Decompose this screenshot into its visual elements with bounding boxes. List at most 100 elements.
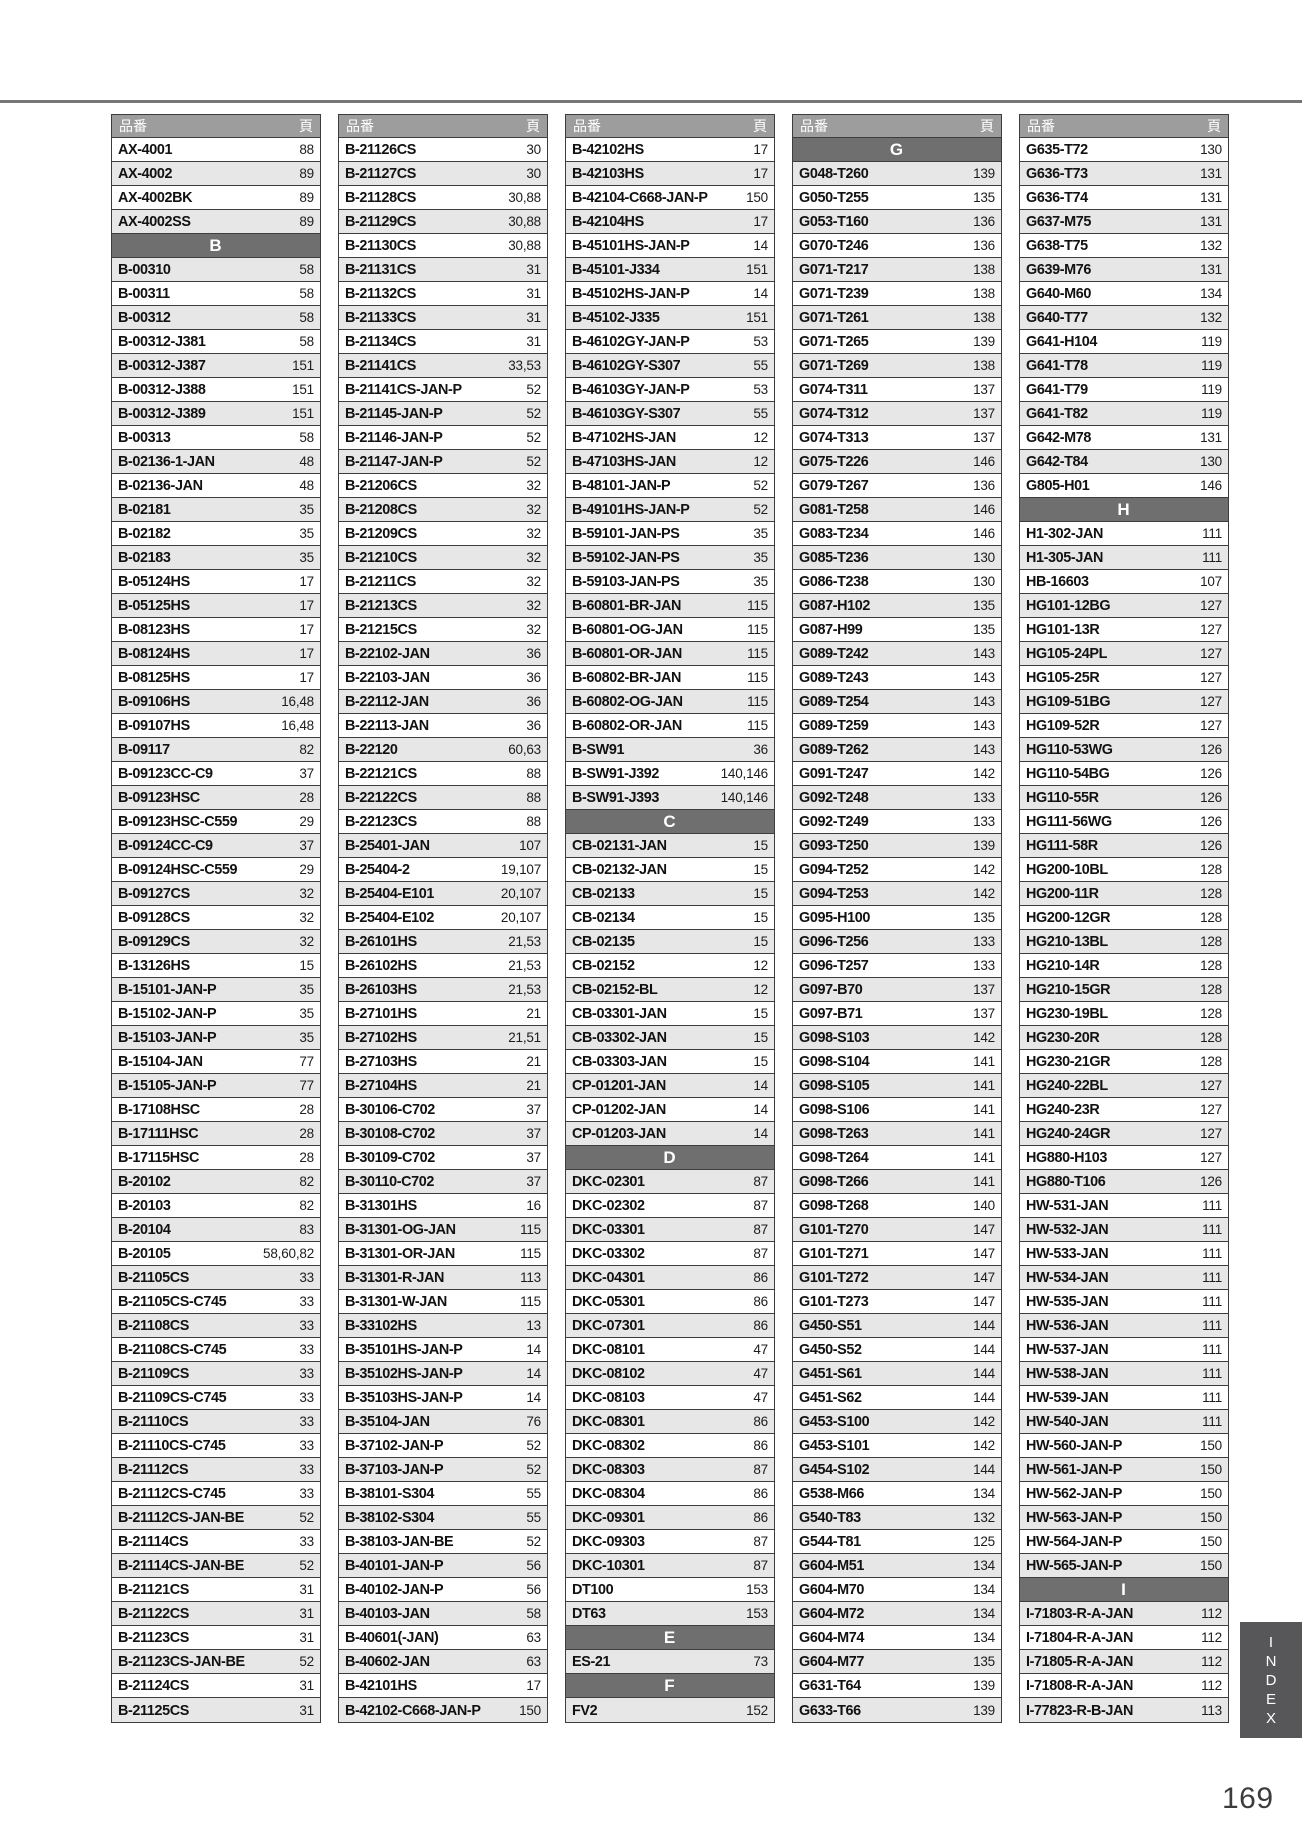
part-number: G098-S106	[799, 1101, 870, 1118]
table-row: B-21121CS 31	[112, 1578, 320, 1602]
table-row: B-31301-R-JAN 113	[339, 1266, 547, 1290]
part-number: G083-T234	[799, 525, 869, 542]
page-ref: 143	[973, 670, 995, 685]
part-number: AX-4002BK	[118, 189, 193, 206]
page-ref: 17	[299, 646, 314, 661]
table-row: G641-T79 119	[1020, 378, 1228, 402]
page-ref: 86	[753, 1294, 768, 1309]
section-header-E: E	[566, 1626, 774, 1650]
part-number: HW-563-JAN-P	[1026, 1509, 1122, 1526]
part-number: B-02136-JAN	[118, 477, 203, 494]
page-ref: 127	[1200, 1078, 1222, 1093]
page-ref: 147	[973, 1294, 995, 1309]
part-number: B-SW91	[572, 741, 625, 758]
table-row: HG200-10BL 128	[1020, 858, 1228, 882]
part-number: B-21123CS	[118, 1629, 189, 1646]
part-number: G071-T265	[799, 333, 869, 350]
part-number: B-21209CS	[345, 525, 417, 542]
page-ref: 142	[973, 886, 995, 901]
page-ref: 126	[1200, 814, 1222, 829]
page-ref: 131	[1200, 166, 1222, 181]
table-row: DKC-08101 47	[566, 1338, 774, 1362]
table-row: B-15103-JAN-P 35	[112, 1026, 320, 1050]
table-row: G805-H01 146	[1020, 474, 1228, 498]
page-ref: 127	[1200, 670, 1222, 685]
part-number: HW-535-JAN	[1026, 1293, 1109, 1310]
page-ref: 119	[1201, 358, 1222, 373]
part-number: B-21121CS	[118, 1581, 189, 1598]
table-row: DKC-10301 87	[566, 1554, 774, 1578]
part-number: G604-M51	[799, 1557, 864, 1574]
page-ref: 31	[526, 334, 541, 349]
column-header-part-label: 品番	[1027, 118, 1055, 134]
part-number: G096-T257	[799, 957, 869, 974]
part-number: B-21131CS	[345, 261, 416, 278]
page-ref: 134	[973, 1558, 995, 1573]
page-ref: 17	[299, 574, 314, 589]
part-number: B-09123HSC-C559	[118, 813, 238, 830]
page-ref: 113	[520, 1270, 541, 1285]
part-number: CB-03301-JAN	[572, 1005, 667, 1022]
table-row: B-02136-JAN 48	[112, 474, 320, 498]
table-row: G604-M77 135	[793, 1650, 1001, 1674]
table-row: G074-T311 137	[793, 378, 1001, 402]
table-row: B-21110CS 33	[112, 1410, 320, 1434]
part-number: DKC-08302	[572, 1437, 645, 1454]
page-ref: 52	[299, 1510, 314, 1525]
page-ref: 140,146	[720, 766, 769, 781]
page-ref: 127	[1200, 1126, 1222, 1141]
table-row: B-21208CS 32	[339, 498, 547, 522]
part-number: B-40601(-JAN)	[345, 1629, 439, 1646]
part-number: CB-02135	[572, 933, 635, 950]
table-row: G071-T239 138	[793, 282, 1001, 306]
table-row: B-37103-JAN-P 52	[339, 1458, 547, 1482]
part-number: B-21141CS	[345, 357, 416, 374]
page-ref: 135	[973, 598, 995, 613]
page-ref: 87	[753, 1534, 768, 1549]
index-tab-letter: X	[1265, 1709, 1276, 1727]
table-row: HW-561-JAN-P 150	[1020, 1458, 1228, 1482]
page-ref: 152	[746, 1702, 768, 1718]
page-ref: 111	[1202, 1390, 1222, 1405]
page-ref: 115	[747, 622, 768, 637]
page-ref: 30,88	[508, 214, 541, 229]
page-ref: 135	[973, 910, 995, 925]
table-row: G640-M60 134	[1020, 282, 1228, 306]
table-row: HG210-15GR 128	[1020, 978, 1228, 1002]
page-ref: 131	[1200, 214, 1222, 229]
page-ref: 138	[973, 310, 995, 325]
page-ref: 36	[526, 694, 541, 709]
table-row: B-00312-J381 58	[112, 330, 320, 354]
part-number: G454-S102	[799, 1461, 870, 1478]
part-number: B-13126HS	[118, 957, 190, 974]
table-row: B-00310 58	[112, 258, 320, 282]
table-row: G450-S52 144	[793, 1338, 1001, 1362]
index-column-1: 品番頁 AX-4001 88 AX-4002 89 AX-4002BK 89 AX-4002S…	[111, 114, 321, 1723]
page-ref: 89	[299, 214, 314, 229]
page-ref: 32	[526, 598, 541, 613]
part-number: B-09129CS	[118, 933, 190, 950]
part-number: HG880-T106	[1026, 1173, 1106, 1190]
table-row: G098-S104 141	[793, 1050, 1001, 1074]
page-ref: 33	[299, 1318, 314, 1333]
part-number: G636-T73	[1026, 165, 1088, 182]
part-number: HG880-H103	[1026, 1149, 1108, 1166]
part-number: B-21146-JAN-P	[345, 429, 443, 446]
page-ref: 12	[753, 982, 768, 997]
page-ref: 36	[526, 718, 541, 733]
part-number: B-21110CS-C745	[118, 1437, 226, 1454]
part-number: B-25404-E102	[345, 909, 435, 926]
table-row: G081-T258 146	[793, 498, 1001, 522]
page-ref: 33	[299, 1294, 314, 1309]
part-number: G081-T258	[799, 501, 869, 518]
table-row: B-35102HS-JAN-P 14	[339, 1362, 547, 1386]
table-row: B-46103GY-S307 55	[566, 402, 774, 426]
page-ref: 127	[1200, 646, 1222, 661]
table-row: B-42104HS 17	[566, 210, 774, 234]
part-number: B-21125CS	[118, 1701, 189, 1719]
page-ref: 111	[1202, 550, 1222, 565]
part-number: B-30108-C702	[345, 1125, 435, 1142]
table-row: G098-T266 141	[793, 1170, 1001, 1194]
table-row: HG230-21GR 128	[1020, 1050, 1228, 1074]
page-ref: 33	[299, 1270, 314, 1285]
